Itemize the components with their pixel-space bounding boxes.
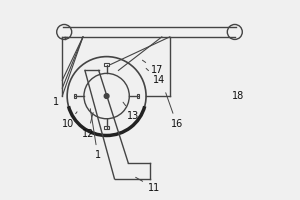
Bar [137, 94, 140, 98]
Text: 18: 18 [232, 91, 244, 101]
Text: 17: 17 [142, 60, 163, 75]
Text: 16: 16 [166, 93, 183, 129]
Bar [74, 94, 76, 98]
Circle shape [104, 94, 109, 98]
Text: 12: 12 [82, 113, 94, 139]
Text: 1: 1 [90, 109, 101, 160]
Bar [104, 63, 109, 66]
Bar [104, 126, 109, 129]
Text: 1: 1 [53, 97, 59, 107]
Text: 10: 10 [62, 112, 77, 129]
Text: 13: 13 [123, 102, 140, 121]
Text: 14: 14 [146, 68, 165, 85]
Text: 11: 11 [136, 177, 160, 193]
